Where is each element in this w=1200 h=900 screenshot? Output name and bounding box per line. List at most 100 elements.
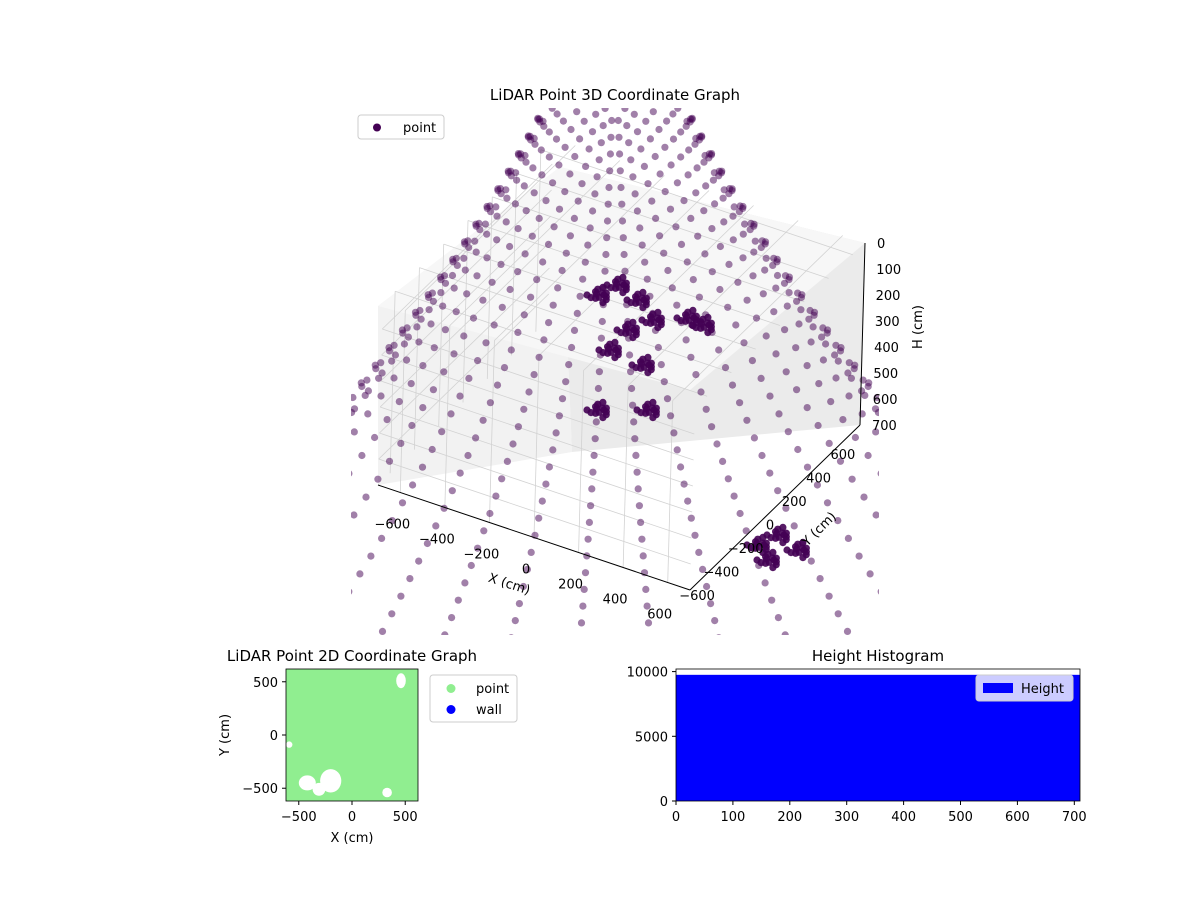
point-3d <box>228 546 235 553</box>
point-3d <box>503 457 511 465</box>
point-3d <box>597 139 605 147</box>
point-3d <box>274 481 281 488</box>
point-3d <box>307 459 314 466</box>
point-3d <box>695 293 704 301</box>
point-3d <box>580 117 588 125</box>
point-3d <box>1085 620 1092 627</box>
point-3d <box>561 62 568 69</box>
point-3d <box>555 412 564 420</box>
point-3d <box>200 556 207 563</box>
point-3d <box>520 405 528 413</box>
point-3d <box>234 520 241 527</box>
point-3d <box>667 161 675 169</box>
point-3d <box>991 572 998 579</box>
point-3d <box>703 582 711 591</box>
point-3d <box>499 668 506 675</box>
point-3d <box>209 551 216 558</box>
point-3d <box>383 416 391 424</box>
point-3d <box>646 27 653 34</box>
point-3d <box>143 632 150 639</box>
point-3d <box>377 392 385 400</box>
ticks-histogram: 0 100 200 300 400 500 600 700 0 5000 10000 <box>627 666 1087 825</box>
point-3d <box>779 523 787 532</box>
point-3d <box>782 504 790 512</box>
point-3d <box>642 294 650 302</box>
point-3d <box>165 644 172 651</box>
point-3d <box>620 250 628 259</box>
point-3d <box>651 49 658 56</box>
y-tick-label-3d: 600 <box>830 448 855 463</box>
point-3d <box>502 218 510 226</box>
point-3d <box>507 172 515 180</box>
point-3d <box>636 224 644 232</box>
point-3d <box>909 436 916 443</box>
point-3d <box>513 176 521 184</box>
point-3d <box>334 426 341 433</box>
point-3d <box>651 686 658 693</box>
point-3d <box>701 151 709 160</box>
point-3d <box>440 368 448 376</box>
point-3d <box>195 580 202 587</box>
point-3d <box>545 319 553 327</box>
point-3d <box>581 258 589 266</box>
legend-2d-wall-marker <box>446 705 456 714</box>
point-3d <box>575 653 582 660</box>
point-3d <box>654 44 661 51</box>
point-3d <box>200 561 207 568</box>
point-3d <box>649 398 657 406</box>
point-3d <box>473 272 481 280</box>
point-3d <box>562 63 569 70</box>
point-3d <box>318 506 325 513</box>
point-3d <box>555 161 563 169</box>
point-3d <box>724 303 732 311</box>
point-3d <box>711 617 719 625</box>
point-3d <box>182 573 189 580</box>
point-3d <box>700 207 708 215</box>
point-3d <box>322 441 329 448</box>
point-3d <box>537 146 545 154</box>
point-3d <box>844 369 852 377</box>
x-tick-label-hist: 0 <box>672 810 680 825</box>
point-3d <box>1024 608 1031 615</box>
point-3d <box>290 542 297 549</box>
point-3d <box>540 122 548 130</box>
point-3d <box>323 464 330 471</box>
point-3d <box>769 548 777 557</box>
point-3d <box>522 158 530 166</box>
point-3d <box>683 258 691 266</box>
point-3d <box>568 343 576 352</box>
point-3d <box>250 503 257 510</box>
x-tick-label-3d: −600 <box>374 518 410 533</box>
point-3d <box>693 164 701 172</box>
point-3d <box>647 359 655 367</box>
point-3d <box>550 223 558 231</box>
point-3d <box>751 237 759 245</box>
x-tick-label-3d: −200 <box>464 548 500 563</box>
point-3d <box>656 170 664 178</box>
point-3d <box>183 579 190 586</box>
point-3d <box>584 535 592 543</box>
point-3d <box>642 117 650 125</box>
point-3d <box>569 44 576 51</box>
point-3d <box>602 404 610 412</box>
point-3d <box>772 350 780 358</box>
point-3d <box>783 546 791 554</box>
point-3d <box>719 194 727 202</box>
point-3d <box>447 410 455 418</box>
point-3d <box>529 164 537 172</box>
point-3d <box>465 243 473 252</box>
y-tick-label-hist: 0 <box>660 795 668 810</box>
point-3d <box>638 535 646 543</box>
point-3d <box>802 544 810 552</box>
point-3d <box>699 565 707 574</box>
point-3d <box>1014 551 1021 558</box>
point-3d <box>803 463 812 471</box>
legend-histogram-swatch <box>983 683 1013 693</box>
point-3d <box>579 275 587 283</box>
point-3d <box>399 329 407 337</box>
point-3d <box>649 108 657 116</box>
point-3d <box>736 202 744 210</box>
point-3d <box>474 357 482 365</box>
point-3d <box>248 554 255 561</box>
grid-line <box>486 196 493 379</box>
